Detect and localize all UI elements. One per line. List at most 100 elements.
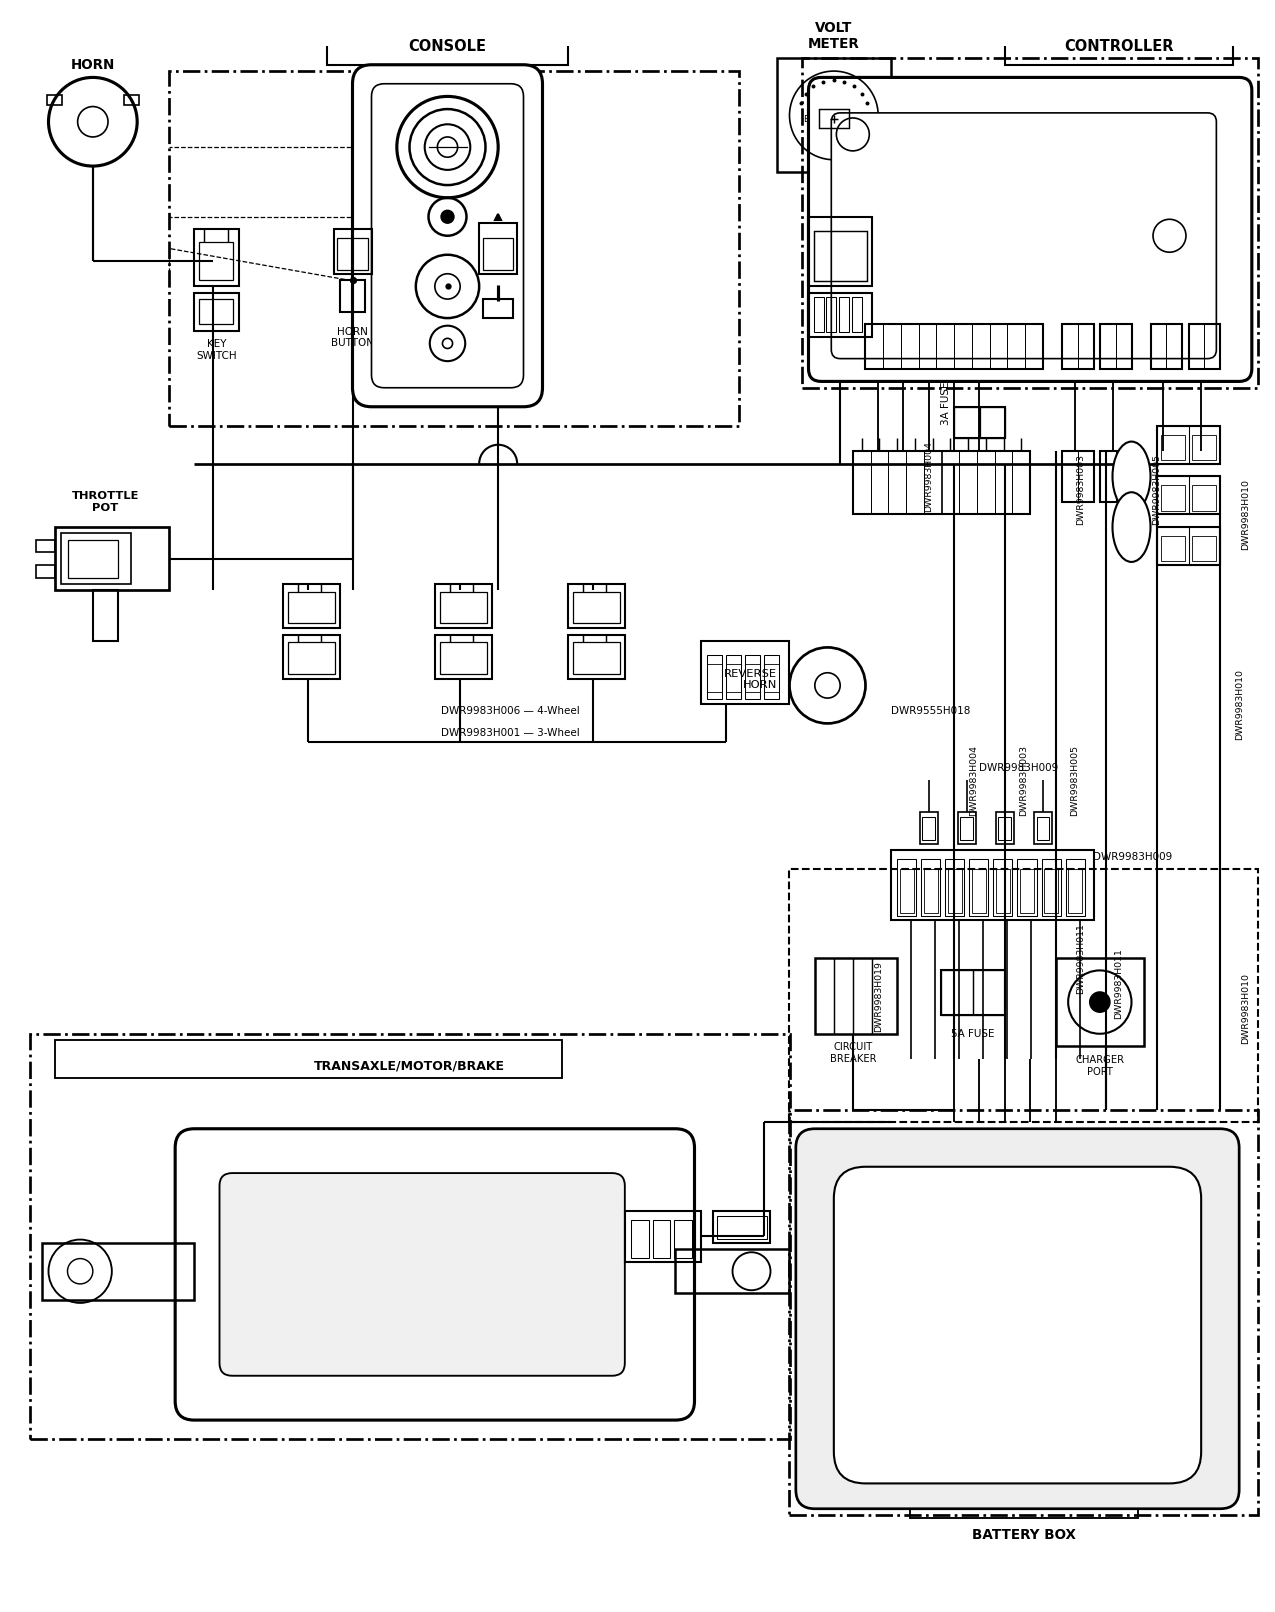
Text: DWR9983H003: DWR9983H003	[1076, 455, 1085, 526]
Bar	[338, 239, 367, 271]
Bar	[674, 1220, 692, 1257]
Ellipse shape	[1113, 493, 1150, 563]
FancyBboxPatch shape	[796, 1128, 1239, 1509]
Text: DWR9983H009: DWR9983H009	[979, 762, 1058, 774]
Bar	[1160, 537, 1184, 561]
Bar	[36, 566, 55, 579]
Circle shape	[1090, 991, 1111, 1012]
Bar	[47, 95, 62, 105]
Bar	[55, 1040, 561, 1078]
Circle shape	[441, 211, 454, 224]
Bar	[1160, 435, 1184, 461]
Bar	[479, 224, 518, 274]
FancyBboxPatch shape	[831, 113, 1216, 359]
Bar	[972, 869, 986, 914]
Bar	[1077, 451, 1094, 501]
Bar	[1150, 324, 1167, 369]
Ellipse shape	[1113, 442, 1150, 511]
Bar	[1156, 477, 1220, 514]
Bar	[819, 110, 849, 129]
Bar	[1042, 859, 1061, 916]
Bar	[701, 642, 789, 704]
Text: THROTTLE
POT: THROTTLE POT	[71, 492, 139, 513]
Bar	[1192, 485, 1216, 511]
Bar	[1156, 527, 1220, 566]
FancyBboxPatch shape	[219, 1174, 625, 1375]
Bar	[168, 71, 738, 426]
Bar	[789, 1111, 1258, 1515]
Bar	[708, 664, 723, 692]
Text: CONTROLLER: CONTROLLER	[1065, 39, 1173, 53]
Bar	[1100, 451, 1131, 501]
Text: ●: ●	[830, 148, 836, 155]
Bar	[1005, 27, 1233, 64]
Bar	[808, 293, 872, 337]
Bar	[1012, 451, 1030, 514]
Bar	[1062, 451, 1094, 501]
Bar	[572, 592, 620, 624]
Bar	[839, 297, 849, 332]
Bar	[42, 1243, 194, 1299]
Text: DWR9983H010: DWR9983H010	[1234, 669, 1243, 740]
Bar	[36, 540, 55, 553]
Text: ►: ►	[854, 145, 859, 150]
Bar	[973, 970, 1005, 1016]
Bar	[440, 643, 487, 674]
Text: SPEED
POT: SPEED POT	[481, 334, 515, 355]
Bar	[954, 408, 1005, 438]
Text: DWR9983H019: DWR9983H019	[873, 961, 882, 1032]
Bar	[919, 324, 936, 369]
Bar	[977, 451, 994, 514]
Text: 5A FUSE: 5A FUSE	[951, 1028, 994, 1038]
Bar	[483, 239, 514, 271]
Bar	[1188, 426, 1220, 464]
Bar	[1188, 324, 1220, 369]
Bar	[1068, 869, 1082, 914]
Text: BATTERY BOX: BATTERY BOX	[972, 1527, 1076, 1541]
Text: HORN
BUTTON: HORN BUTTON	[332, 327, 374, 348]
Bar	[334, 231, 371, 274]
Bar	[826, 297, 836, 332]
Text: CONSOLE: CONSOLE	[408, 39, 487, 53]
FancyBboxPatch shape	[834, 1167, 1201, 1483]
Bar	[1192, 537, 1216, 561]
Bar	[194, 293, 238, 330]
Bar	[994, 451, 1012, 514]
Bar	[853, 451, 1030, 514]
Bar	[653, 1220, 671, 1257]
Text: ◄: ◄	[808, 145, 813, 150]
Bar	[813, 231, 867, 282]
FancyBboxPatch shape	[371, 84, 524, 388]
Bar	[1062, 451, 1077, 501]
Bar	[435, 635, 492, 679]
Bar	[1116, 324, 1131, 369]
Bar	[900, 869, 914, 914]
Bar	[745, 656, 760, 700]
Bar	[1025, 324, 1043, 369]
Bar	[1100, 324, 1131, 369]
Bar	[1167, 324, 1182, 369]
Bar	[954, 408, 979, 438]
Bar	[898, 859, 917, 916]
Bar	[483, 300, 514, 319]
Text: DWR9983H004: DWR9983H004	[924, 442, 933, 513]
Bar	[1156, 477, 1188, 514]
Bar	[998, 817, 1011, 840]
Text: DWR9983H005: DWR9983H005	[1070, 745, 1079, 816]
Text: DWR9555H018: DWR9555H018	[891, 706, 970, 716]
Text: HORN: HORN	[70, 58, 115, 73]
Bar	[1156, 426, 1188, 464]
Bar	[745, 664, 760, 692]
Bar	[340, 280, 365, 313]
Bar	[901, 324, 919, 369]
Bar	[727, 664, 741, 692]
Bar	[989, 324, 1007, 369]
Bar	[993, 859, 1012, 916]
Bar	[958, 812, 975, 845]
Bar	[866, 324, 884, 369]
Bar	[1116, 451, 1131, 501]
Bar	[55, 527, 168, 590]
Bar	[884, 324, 901, 369]
Bar	[718, 1217, 766, 1240]
Text: CIRCUIT
BREAKER: CIRCUIT BREAKER	[830, 1041, 876, 1064]
